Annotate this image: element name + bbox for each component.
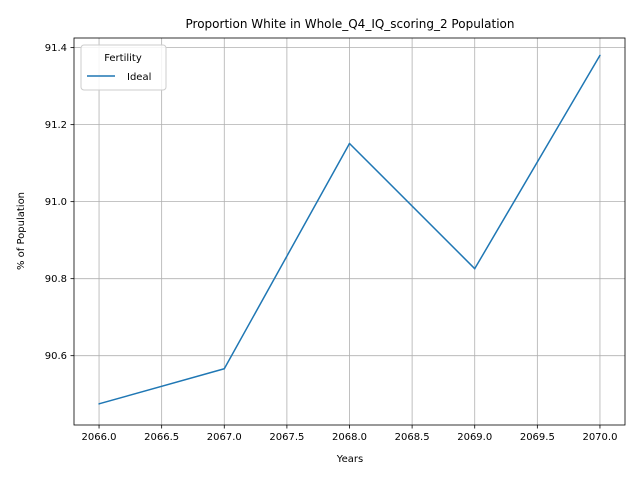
- y-tick-label: 91.0: [45, 197, 67, 208]
- legend-frame: [81, 45, 166, 90]
- y-axis-label: % of Population: [16, 192, 27, 270]
- y-axis: 90.6 90.8 91.0 91.2 91.4: [45, 43, 74, 362]
- grid: [74, 38, 625, 425]
- x-axis: 2066.0 2066.5 2067.0 2067.5 2068.0 2068.5 2069…: [82, 425, 618, 443]
- x-tick-label: 2068.0: [332, 432, 367, 443]
- x-axis-label: Years: [336, 454, 363, 465]
- y-tick-label: 90.6: [45, 351, 67, 362]
- x-tick-label: 2067.5: [269, 432, 304, 443]
- x-tick-label: 2066.5: [144, 432, 179, 443]
- x-tick-label: 2067.0: [207, 432, 242, 443]
- y-tick-label: 91.4: [45, 43, 67, 54]
- legend-title: Fertility: [104, 53, 142, 64]
- data-point: [98, 403, 100, 405]
- data-point: [349, 143, 351, 145]
- x-tick-label: 2070.0: [582, 432, 617, 443]
- data-point: [474, 268, 476, 270]
- x-tick-label: 2066.0: [82, 432, 117, 443]
- x-tick-label: 2068.5: [395, 432, 430, 443]
- chart-title: Proportion White in Whole_Q4_IQ_scoring_…: [186, 17, 515, 31]
- y-tick-label: 91.2: [45, 120, 67, 131]
- x-tick-label: 2069.0: [457, 432, 492, 443]
- data-point: [224, 368, 226, 370]
- data-point: [599, 55, 601, 57]
- x-tick-label: 2069.5: [520, 432, 555, 443]
- legend: Fertility Ideal: [81, 45, 166, 90]
- legend-label-ideal: Ideal: [127, 72, 151, 83]
- y-tick-label: 90.8: [45, 274, 67, 285]
